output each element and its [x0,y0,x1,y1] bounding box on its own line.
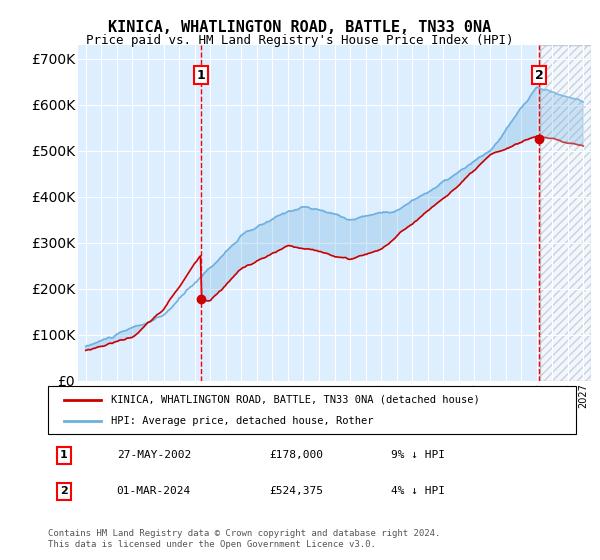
Bar [541,45,591,381]
Text: £524,375: £524,375 [270,487,324,496]
Text: 2: 2 [535,68,544,82]
Text: 01-MAR-2024: 01-MAR-2024 [116,487,191,496]
Text: 1: 1 [60,450,68,460]
Text: 2: 2 [60,487,68,496]
FancyBboxPatch shape [48,386,576,434]
Text: 27-MAY-2002: 27-MAY-2002 [116,450,191,460]
Text: Contains HM Land Registry data © Crown copyright and database right 2024.
This d: Contains HM Land Registry data © Crown c… [48,529,440,549]
Text: 1: 1 [196,68,205,82]
Text: 4% ↓ HPI: 4% ↓ HPI [391,487,445,496]
Text: Price paid vs. HM Land Registry's House Price Index (HPI): Price paid vs. HM Land Registry's House … [86,34,514,46]
Text: 9% ↓ HPI: 9% ↓ HPI [391,450,445,460]
Text: HPI: Average price, detached house, Rother: HPI: Average price, detached house, Roth… [112,416,374,426]
Text: £178,000: £178,000 [270,450,324,460]
Text: KINICA, WHATLINGTON ROAD, BATTLE, TN33 0NA (detached house): KINICA, WHATLINGTON ROAD, BATTLE, TN33 0… [112,395,480,405]
Text: KINICA, WHATLINGTON ROAD, BATTLE, TN33 0NA: KINICA, WHATLINGTON ROAD, BATTLE, TN33 0… [109,20,491,35]
